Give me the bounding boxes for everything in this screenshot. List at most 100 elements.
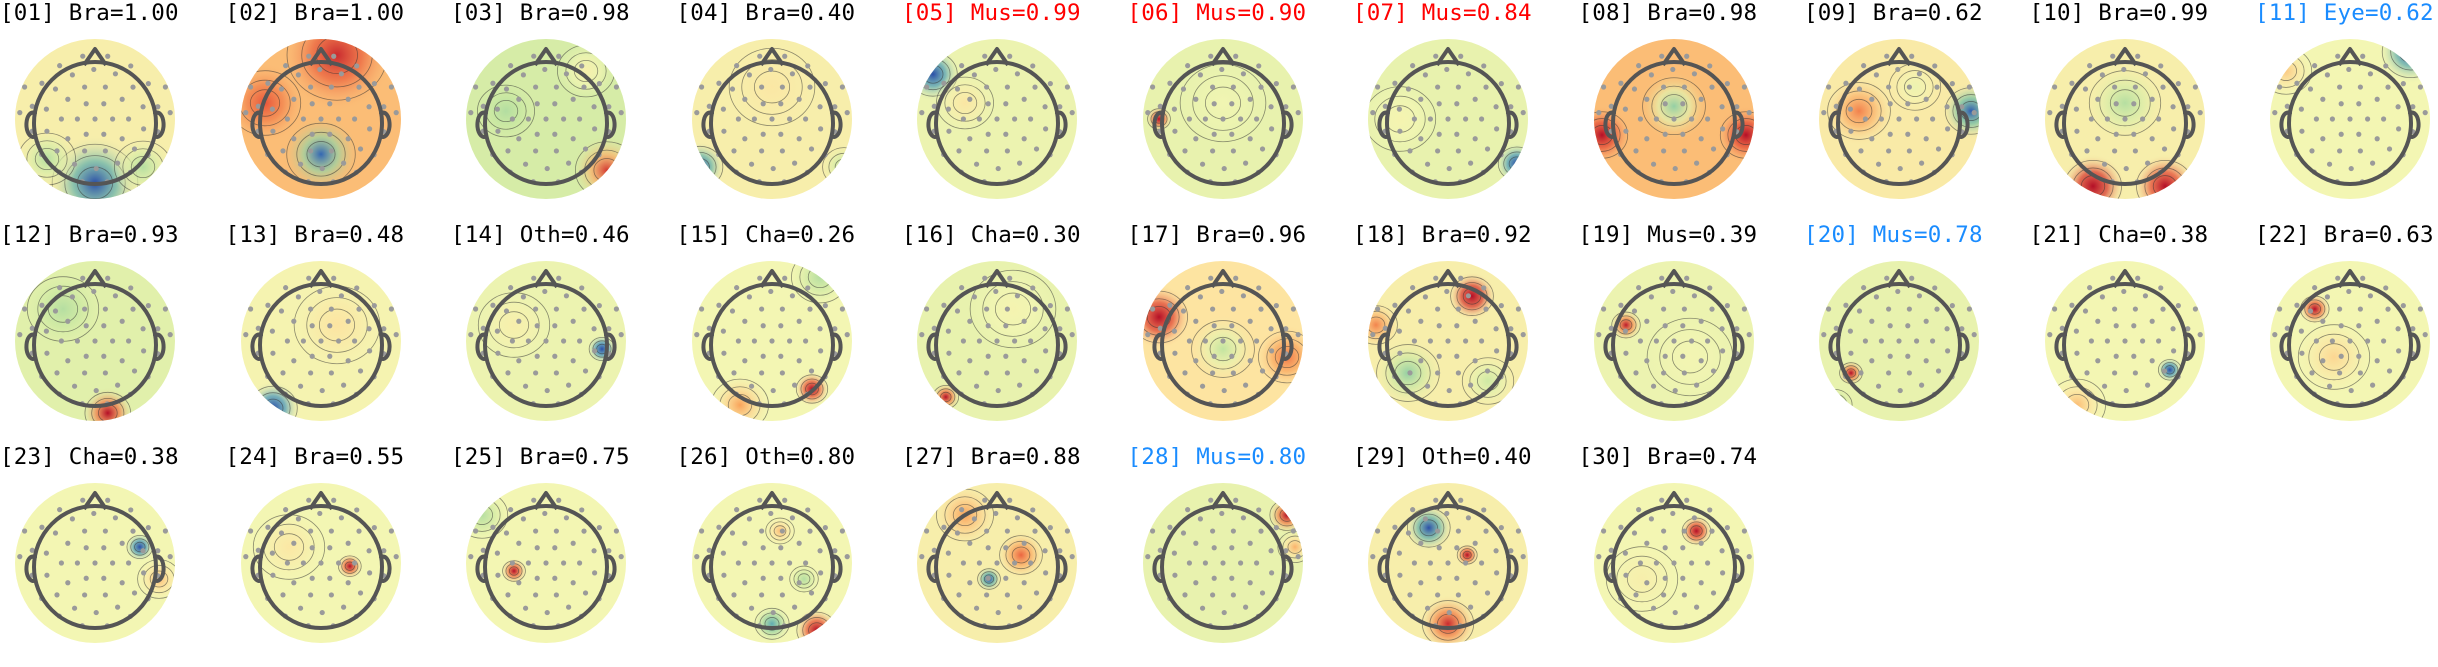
electrode-dot	[1064, 528, 1070, 534]
electrode-dot	[1237, 560, 1243, 566]
electrode-dot	[1608, 547, 1614, 553]
electrode-dot	[993, 288, 999, 295]
electrode-dot	[531, 275, 537, 281]
ear-outline	[1377, 332, 1390, 361]
electrode-dot	[115, 160, 121, 166]
electrode-dot	[2134, 53, 2140, 59]
electrode-dot	[119, 540, 125, 546]
electrode-dot	[393, 110, 399, 116]
electrode-dot	[1405, 530, 1412, 536]
electrode-dot	[1650, 383, 1656, 389]
component-11: [11] Eye=0.62	[2255, 0, 2438, 200]
electrode-dot	[741, 580, 747, 586]
contour-line	[1209, 336, 1236, 362]
field-blob	[2294, 317, 2374, 397]
component-14: [14] Oth=0.46	[451, 222, 676, 422]
electrode-dot	[1436, 101, 1442, 107]
electrode-dot	[1436, 131, 1442, 137]
electrode-dot	[1653, 338, 1659, 344]
head-outline	[483, 504, 609, 630]
electrode-dot	[758, 528, 764, 534]
electrode-dot	[371, 303, 377, 309]
electrode-dot	[1930, 338, 1936, 344]
electrode-dot	[345, 358, 351, 364]
electrode-dot	[831, 548, 837, 554]
electrode-dot	[748, 161, 754, 167]
contour-line	[1658, 329, 1721, 385]
electrode-dot	[1886, 306, 1892, 312]
electrode-dot	[1959, 104, 1965, 110]
electrode-dot	[328, 148, 334, 154]
electrode-dot	[1472, 580, 1478, 586]
electrode-dot	[1821, 332, 1827, 338]
electrode-dot	[531, 53, 537, 59]
component-label: [09] Bra=0.62	[1804, 0, 1983, 26]
electrode-dot	[307, 306, 313, 312]
electrode-dot	[2099, 72, 2105, 78]
electrode-dot	[105, 275, 111, 281]
electrode-dot	[1171, 550, 1177, 556]
electrode-dot	[1240, 515, 1246, 521]
electrode-dot	[566, 382, 572, 388]
electrode-dot	[494, 106, 500, 112]
electrode-dot	[553, 528, 559, 534]
electrode-dot	[1683, 497, 1689, 503]
contour-line	[337, 555, 362, 577]
electrode-dot	[1708, 84, 1715, 90]
electrode-dot	[984, 370, 990, 376]
electrode-dot	[577, 338, 583, 344]
contour-line	[137, 559, 175, 599]
electrode-dot	[1856, 308, 1863, 314]
electrode-dot	[1463, 338, 1469, 344]
electrode-dot	[1515, 306, 1521, 312]
electrode-dot	[808, 146, 814, 152]
electrode-dot	[1971, 110, 1977, 116]
electrode-dot	[781, 497, 787, 503]
electrode-dot	[1268, 126, 1274, 132]
electrode-dot	[2277, 306, 2283, 312]
electrode-dot	[69, 516, 75, 522]
electrode-dot	[1617, 80, 1624, 86]
topomap-11	[2270, 39, 2430, 199]
electrode-dot	[330, 497, 336, 503]
electrode-dot	[316, 288, 322, 295]
electrode-dot	[1221, 165, 1227, 172]
electrode-dot	[1886, 370, 1892, 376]
contour-line	[1827, 398, 1843, 412]
electrode-dot	[760, 353, 766, 359]
electrode-dot	[508, 63, 514, 69]
field-blob	[1145, 106, 1172, 132]
field-blob	[2060, 154, 2125, 199]
electrode-dot	[1209, 148, 1215, 154]
electrode-dot	[309, 101, 315, 107]
electrode-dot	[822, 303, 828, 309]
electrode-dot	[1608, 103, 1614, 109]
electrode-dot	[503, 308, 510, 314]
electrode-dot	[606, 548, 612, 554]
electrode-dot	[1418, 580, 1424, 586]
electrode-dot	[748, 383, 754, 389]
electrode-dot	[1253, 116, 1259, 122]
electrode-dot	[2386, 368, 2393, 374]
ear-outline	[250, 332, 263, 361]
electrode-dot	[1932, 285, 1938, 291]
electrode-dot	[531, 497, 537, 503]
electrode-dot	[2422, 332, 2428, 338]
electrode-dot	[791, 160, 797, 166]
electrode-dot	[300, 338, 306, 344]
electrode-dot	[83, 101, 89, 107]
contour-line	[773, 525, 786, 537]
electrode-dot	[1479, 116, 1485, 122]
ear-outline	[1055, 554, 1068, 583]
electrode-dot	[1662, 131, 1668, 137]
electrode-dot	[2324, 294, 2330, 300]
electrode-dot	[2347, 116, 2353, 122]
ear-outline	[701, 554, 714, 583]
head-outline	[257, 60, 384, 186]
electrode-dot	[1923, 358, 1929, 364]
head-outline	[483, 282, 609, 408]
electrode-dot	[563, 71, 570, 77]
electrode-dot	[1660, 592, 1666, 598]
component-label: [18] Bra=0.92	[1353, 222, 1532, 248]
electrode-dot	[126, 560, 132, 566]
